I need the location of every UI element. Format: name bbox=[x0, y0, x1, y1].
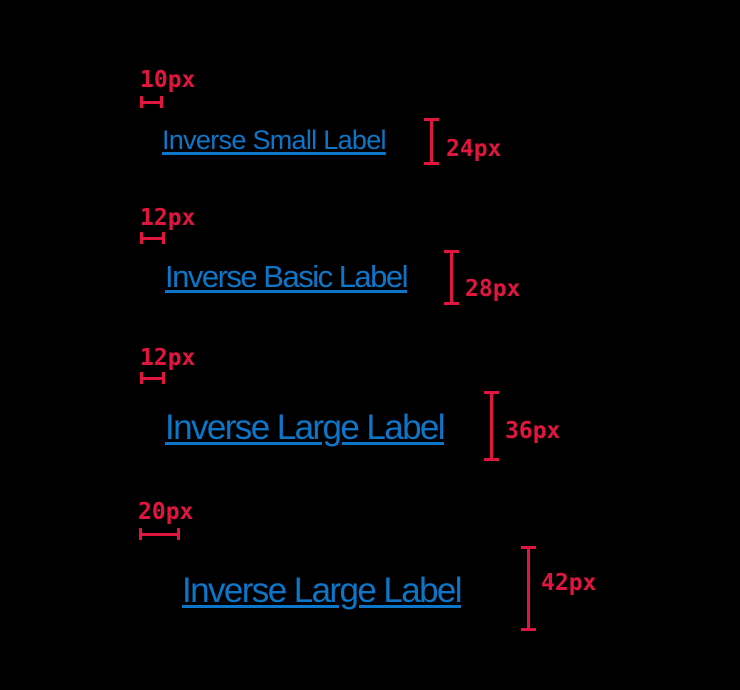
height-measure-label: 36px bbox=[505, 418, 561, 444]
height-measure-label: 24px bbox=[446, 136, 502, 162]
width-bracket-icon bbox=[140, 372, 165, 384]
height-measure-label: 42px bbox=[541, 570, 597, 596]
inverse-small-label-link[interactable]: Inverse Small Label bbox=[162, 125, 387, 155]
width-measure-label: 12px bbox=[140, 205, 196, 231]
height-ruler-icon bbox=[521, 546, 536, 631]
width-bracket-icon bbox=[139, 528, 180, 540]
inverse-title-label-link[interactable]: Inverse Large Label bbox=[182, 571, 463, 610]
width-measure-label: 10px bbox=[140, 67, 196, 93]
height-measure-label: 28px bbox=[465, 276, 521, 302]
inverse-large-label-link[interactable]: Inverse Large Label bbox=[165, 408, 446, 447]
width-bracket-icon bbox=[140, 96, 163, 108]
width-measure-label: 20px bbox=[138, 499, 194, 525]
height-ruler-icon bbox=[484, 391, 499, 461]
ruler-line bbox=[450, 250, 453, 305]
height-ruler-icon bbox=[424, 118, 439, 165]
height-ruler-icon bbox=[444, 250, 459, 305]
ruler-line bbox=[490, 391, 493, 461]
ruler-line bbox=[430, 118, 433, 165]
inverse-basic-label-link[interactable]: Inverse Basic Label bbox=[165, 259, 409, 294]
ruler-line bbox=[527, 546, 530, 631]
width-bracket-icon bbox=[140, 232, 165, 244]
width-measure-label: 12px bbox=[140, 345, 196, 371]
